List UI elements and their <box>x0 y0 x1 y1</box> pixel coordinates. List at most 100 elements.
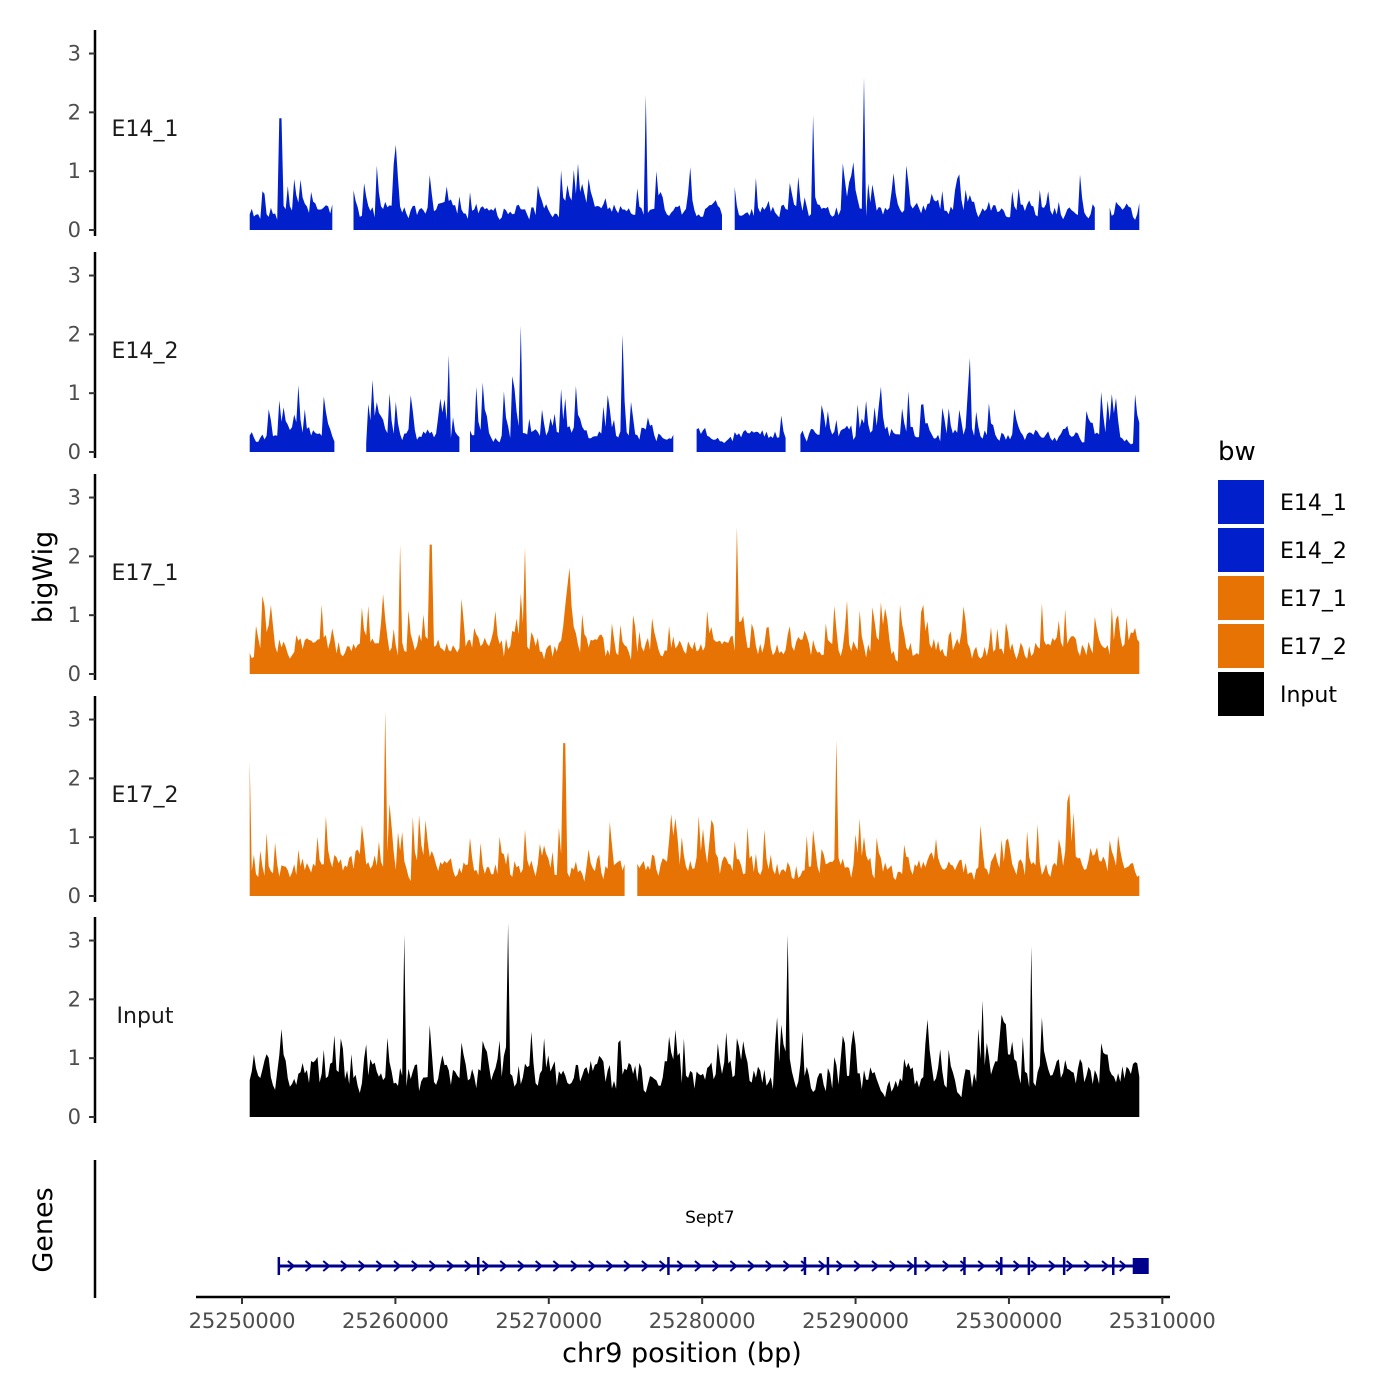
y-tick-label: 2 <box>68 544 81 568</box>
y-tick-label: 3 <box>68 264 81 288</box>
track-E14_1: 0 1 2 3 E14_1 <box>68 30 1140 242</box>
strand-arrow <box>1030 1260 1039 1272</box>
strand-arrow <box>517 1260 526 1272</box>
strand-arrow <box>959 1260 968 1272</box>
signal-area-E17_2 <box>249 710 1140 896</box>
track-label: E17_2 <box>112 783 179 808</box>
strand-arrow <box>818 1260 827 1272</box>
strand-arrow <box>853 1260 862 1272</box>
legend-label-E14_1: E14_1 <box>1280 491 1347 516</box>
y-tick-label: 0 <box>68 662 81 686</box>
track-E17_1: 0 1 2 3 E17_1 <box>68 474 1140 686</box>
strand-arrow <box>481 1260 491 1272</box>
x-tick-label: 25300000 <box>955 1309 1062 1333</box>
strand-arrow <box>588 1260 597 1272</box>
signal-area-Input <box>249 922 1140 1117</box>
strand-arrow <box>570 1260 579 1272</box>
strand-arrow <box>729 1260 738 1272</box>
x-tick-label: 25250000 <box>189 1309 296 1333</box>
y-tick-label: 0 <box>68 218 81 242</box>
strand-arrow <box>765 1260 774 1272</box>
y-tick-label: 1 <box>68 1046 81 1070</box>
y-tick-label: 2 <box>68 100 81 124</box>
x-tick-label: 25270000 <box>495 1309 602 1333</box>
strand-arrow <box>658 1260 668 1272</box>
legend-swatch-E14_1 <box>1218 480 1264 524</box>
strand-arrow <box>393 1260 402 1272</box>
strand-arrow <box>464 1260 473 1272</box>
strand-arrow <box>888 1260 898 1272</box>
legend-swatch-E14_2 <box>1218 528 1264 572</box>
y-tick-label: 0 <box>68 1105 81 1129</box>
legend-title: bw <box>1218 437 1256 467</box>
strand-arrow <box>782 1260 791 1272</box>
genes-axis-title: Genes <box>28 1187 59 1272</box>
strand-arrow <box>747 1260 756 1272</box>
y-tick-label: 0 <box>68 440 81 464</box>
y-tick-label: 1 <box>68 159 81 183</box>
strand-arrow <box>1012 1260 1022 1272</box>
y-tick-label: 1 <box>68 603 81 627</box>
legend-swatch-Input <box>1218 672 1264 716</box>
strand-arrow <box>871 1260 880 1272</box>
strand-arrow <box>711 1260 721 1272</box>
coverage-tracks: 0 1 2 3 E14_1 0 1 2 3 E14_2 0 1 2 3 E17_1 0 1 2 3 E17_2 0 1 2 3… <box>68 30 1140 1129</box>
strand-arrow <box>552 1260 561 1272</box>
strand-arrow <box>1065 1260 1075 1272</box>
y-tick-label: 2 <box>68 766 81 790</box>
y-tick-label: 0 <box>68 884 81 908</box>
legend-label-Input: Input <box>1280 683 1337 708</box>
strand-arrow <box>1101 1260 1110 1272</box>
x-tick-label: 25290000 <box>802 1309 909 1333</box>
legend-swatch-E17_2 <box>1218 624 1264 668</box>
x-axis-title: chr9 position (bp) <box>562 1338 802 1369</box>
strand-arrow <box>641 1260 650 1272</box>
x-tick-label: 25310000 <box>1109 1309 1216 1333</box>
signal-area-E14_1 <box>249 77 1140 230</box>
strand-arrow <box>375 1260 384 1272</box>
y-tick-label: 1 <box>68 825 81 849</box>
strand-arrow <box>322 1260 331 1272</box>
track-E17_2: 0 1 2 3 E17_2 <box>68 696 1140 908</box>
strand-arrow <box>287 1260 296 1272</box>
strand-arrow <box>676 1260 685 1272</box>
strand-arrow <box>694 1260 703 1272</box>
strand-arrow <box>924 1260 933 1272</box>
y-tick-label: 3 <box>68 42 81 66</box>
exon-block <box>1132 1258 1149 1274</box>
strand-arrow <box>977 1260 986 1272</box>
y-tick-label: 3 <box>68 929 81 953</box>
strand-arrow <box>1119 1260 1128 1272</box>
strand-arrow <box>605 1260 614 1272</box>
strand-arrow <box>1083 1260 1092 1272</box>
y-tick-label: 1 <box>68 381 81 405</box>
legend-label-E14_2: E14_2 <box>1280 539 1347 564</box>
track-E14_2: 0 1 2 3 E14_2 <box>68 252 1140 464</box>
strand-arrow <box>1048 1260 1057 1272</box>
strand-arrow <box>340 1260 349 1272</box>
legend-swatch-E17_1 <box>1218 576 1264 620</box>
strand-arrow <box>835 1260 845 1272</box>
legend-label-E17_1: E17_1 <box>1280 587 1347 612</box>
y-tick-label: 3 <box>68 708 81 732</box>
strand-arrow <box>411 1260 420 1272</box>
strand-arrow <box>942 1260 951 1272</box>
strand-arrow <box>499 1260 508 1272</box>
strand-arrow <box>800 1260 809 1272</box>
track-label: E17_1 <box>112 561 179 586</box>
y-tick-label: 3 <box>68 486 81 510</box>
track-label: E14_2 <box>112 339 179 364</box>
y-tick-label: 2 <box>68 987 81 1011</box>
strand-arrow <box>906 1260 915 1272</box>
signal-area-E17_1 <box>249 526 1140 674</box>
genes-track: Sept7 <box>93 1160 1149 1298</box>
strand-arrow <box>304 1260 314 1272</box>
track-label: Input <box>117 1004 174 1029</box>
x-axis: 25250000 25260000 25270000 25280000 25290000… <box>189 1295 1216 1333</box>
strand-arrow <box>428 1260 437 1272</box>
track-label: E14_1 <box>112 117 179 142</box>
x-tick-label: 25280000 <box>649 1309 756 1333</box>
strand-arrow <box>623 1260 632 1272</box>
signal-area-E14_2 <box>249 325 1140 452</box>
